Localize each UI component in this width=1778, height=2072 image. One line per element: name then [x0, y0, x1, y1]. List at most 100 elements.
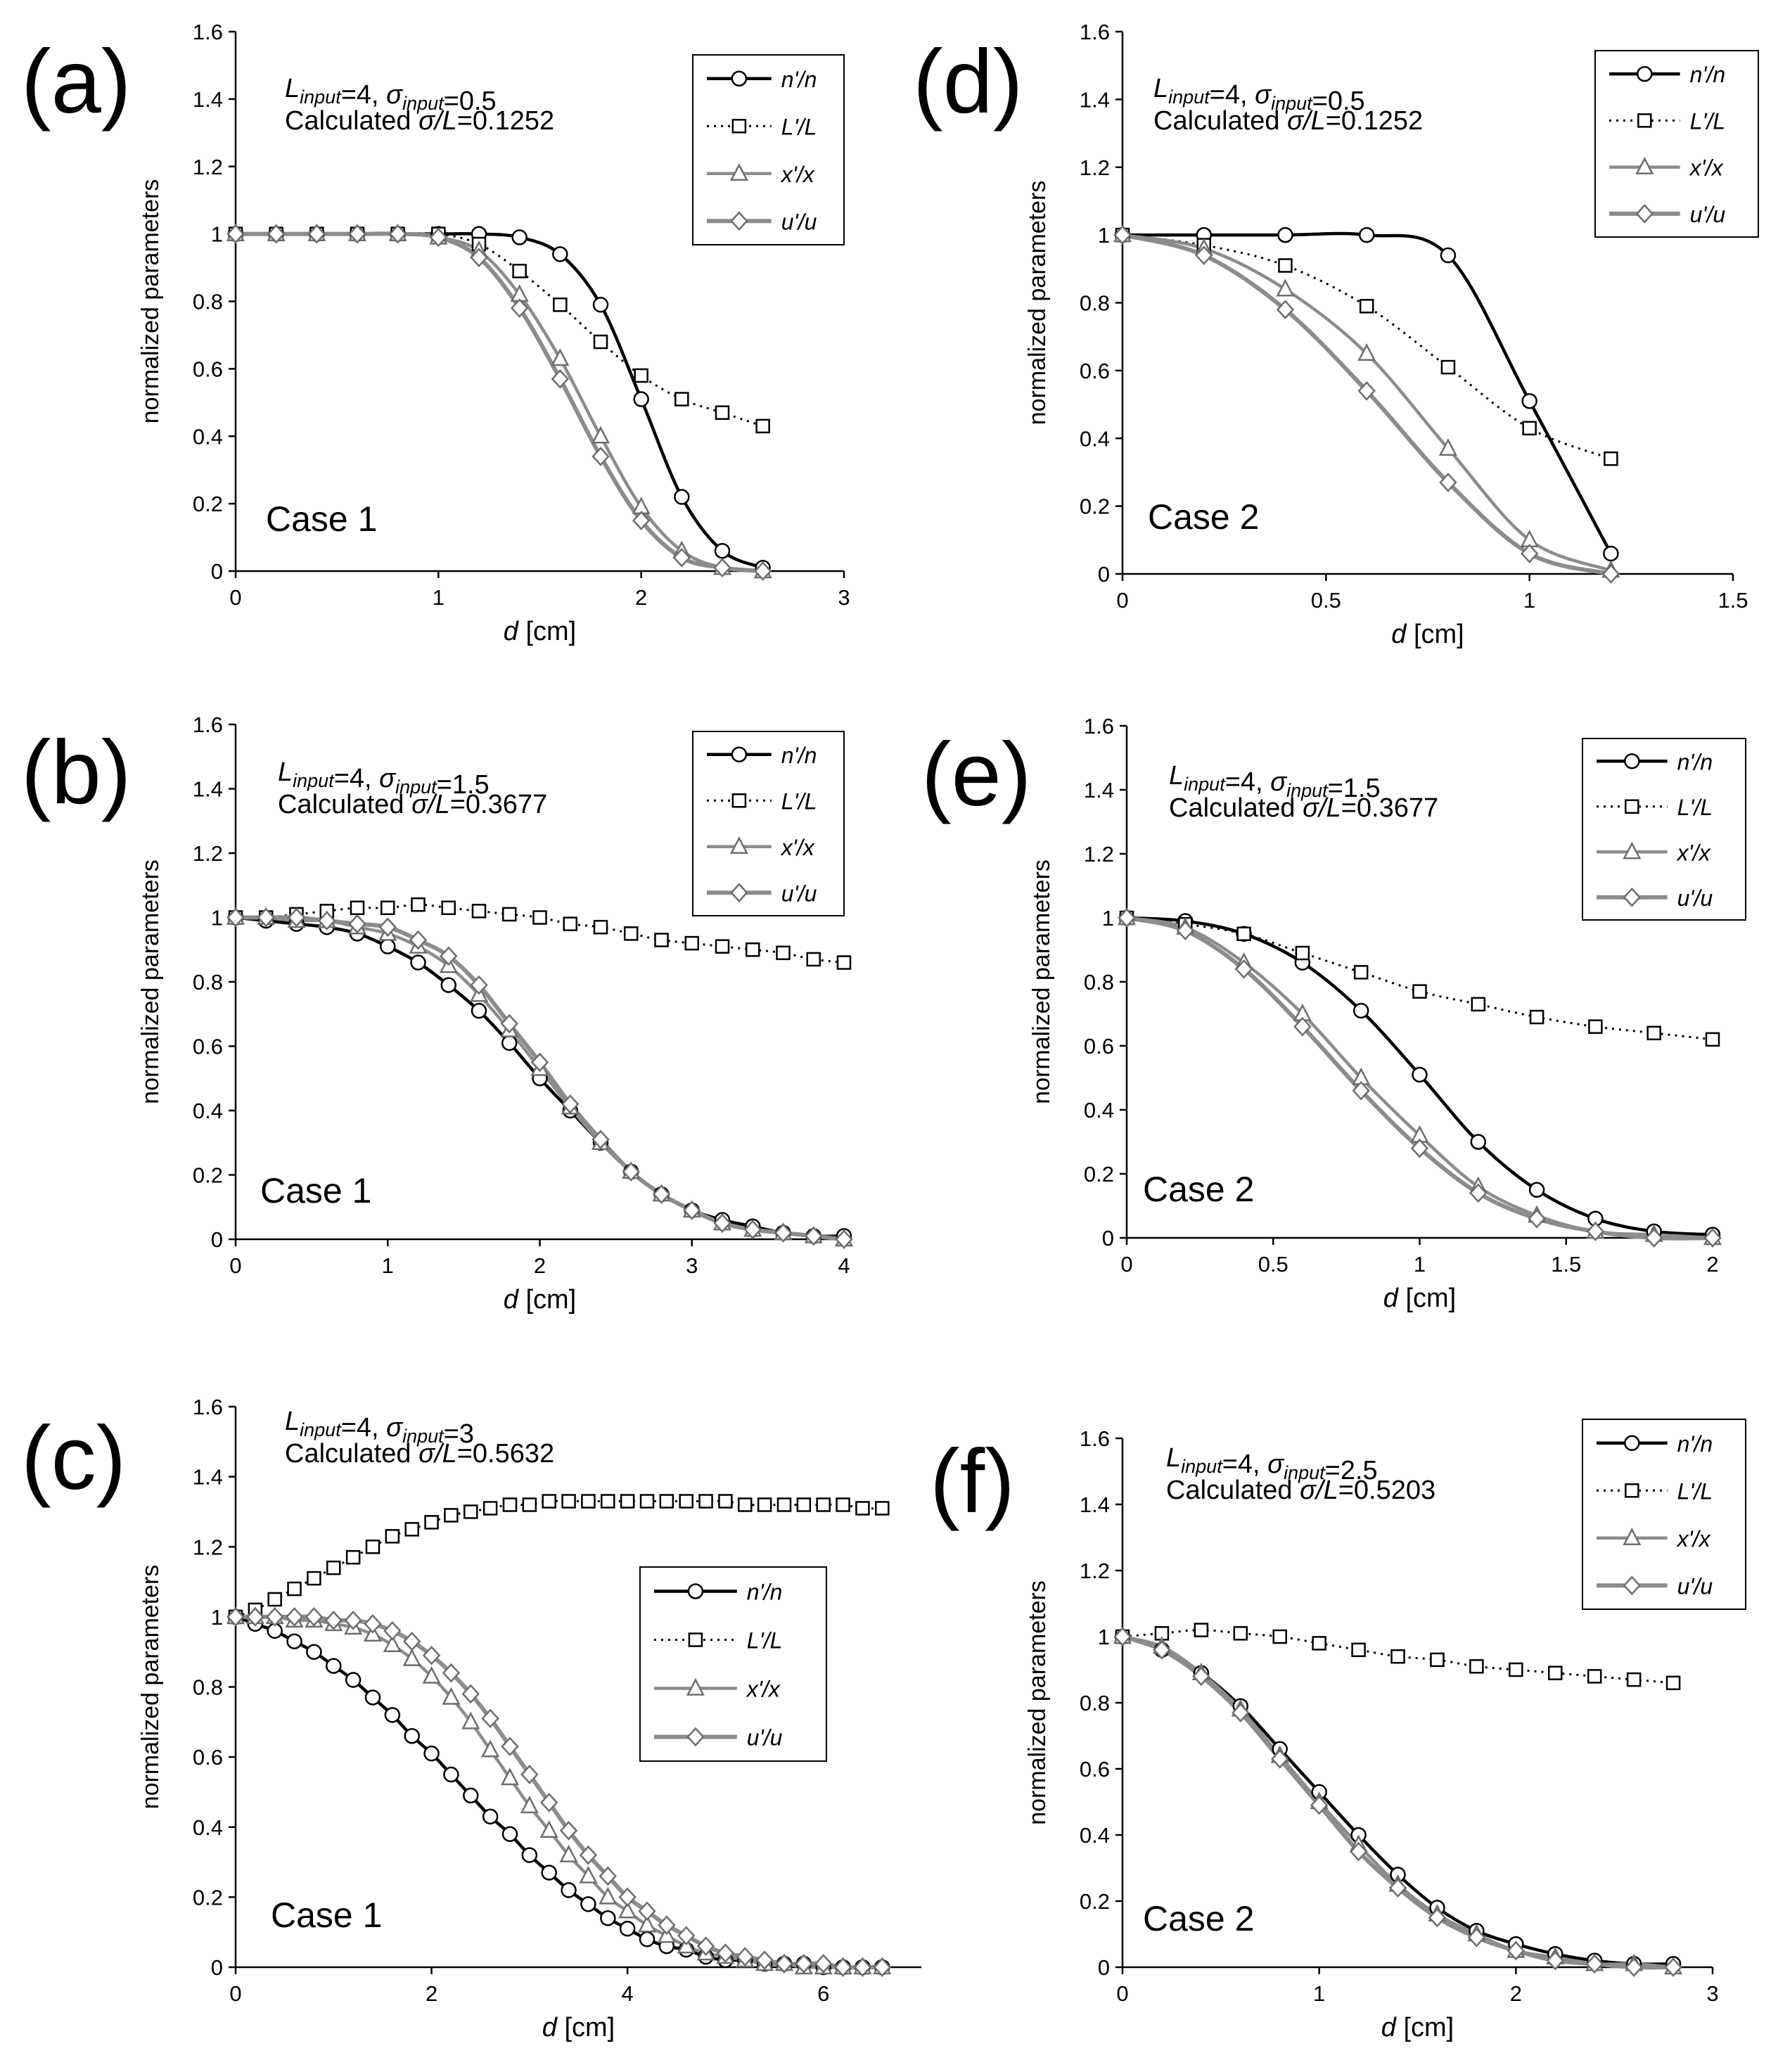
- data-point-u: [257, 907, 275, 928]
- data-point-x: [539, 1820, 558, 1838]
- x-tick-label: 2: [426, 1981, 437, 2006]
- data-point-L: [532, 910, 547, 925]
- data-point-L: [1588, 1019, 1603, 1034]
- x-tick-label: 0: [1116, 1981, 1128, 2006]
- data-point-u: [835, 1229, 853, 1249]
- data-point-L: [512, 264, 527, 279]
- legend-label-x: x'/x: [746, 1677, 781, 1702]
- data-point-L: [1272, 1629, 1287, 1644]
- data-point-u: [833, 1957, 852, 1977]
- data-point-u: [672, 547, 691, 568]
- legend-marker-L: [1625, 799, 1639, 814]
- data-point-n: [364, 1689, 381, 1706]
- legend-marker-L: [1625, 1483, 1639, 1498]
- data-point-L: [715, 405, 730, 420]
- legend-label-x: x'/x: [1676, 840, 1711, 865]
- series-line-u: [236, 1614, 883, 1970]
- legend-marker-u: [730, 211, 748, 231]
- data-point-u: [226, 907, 245, 928]
- data-point-n: [471, 1002, 487, 1019]
- data-point-u: [470, 248, 488, 268]
- y-axis-title: normalized parameters: [1028, 859, 1055, 1104]
- legend-label-L: L'/L: [781, 114, 817, 139]
- x-tick-label: 2: [534, 1253, 546, 1278]
- legend-label-n: n'/n: [1677, 1431, 1713, 1457]
- y-axis-title: normalized parameters: [1024, 1580, 1051, 1825]
- x-axis-title: d [cm]: [1383, 1284, 1456, 1313]
- data-point-L: [674, 392, 689, 407]
- data-point-u: [285, 1607, 304, 1627]
- legend-label-L: L'/L: [781, 788, 817, 814]
- data-point-L: [1440, 359, 1456, 375]
- legend-marker-x: [729, 163, 748, 181]
- data-point-u: [1546, 1950, 1564, 1971]
- y-tick-label: 1.4: [193, 777, 223, 802]
- data-point-L: [1412, 984, 1427, 999]
- x-tick-label: 4: [622, 1981, 634, 2006]
- data-point-L: [307, 1571, 321, 1586]
- panel-d: 0 0.2 0.4 0.6 0.8 1 1.2 1.4 1.6 0 0.5 1 1.5 normalize…: [913, 20, 1759, 649]
- data-point-L: [1359, 299, 1374, 314]
- data-point-u: [1118, 908, 1136, 928]
- series-line-u: [1126, 916, 1713, 1241]
- data-point-n: [501, 1035, 518, 1051]
- legend-label-u: u'/u: [747, 1725, 783, 1751]
- data-point-L: [1469, 1659, 1484, 1674]
- data-point-n: [404, 1727, 420, 1744]
- data-point-L: [1295, 945, 1310, 961]
- y-tick-label: 1.4: [1080, 87, 1110, 112]
- x-axis-title: d [cm]: [1391, 620, 1464, 649]
- data-point-n: [1470, 1134, 1487, 1150]
- legend-marker-u: [686, 1727, 705, 1747]
- data-point-x: [1438, 438, 1457, 456]
- data-point-u: [388, 224, 407, 244]
- data-point-u: [1388, 1878, 1407, 1898]
- y-tick-label: 0.4: [1080, 426, 1110, 451]
- data-point-L: [593, 334, 608, 350]
- legend-marker-x: [1635, 156, 1654, 174]
- legend-label-u: u'/u: [781, 881, 817, 906]
- data-point-u: [1349, 1841, 1368, 1862]
- y-tick-label: 0.2: [1080, 1889, 1110, 1914]
- y-tick-label: 1.2: [193, 841, 223, 866]
- y-tick-label: 0.8: [1080, 1691, 1110, 1715]
- data-point-L: [1626, 1672, 1642, 1687]
- data-point-L: [1529, 1009, 1544, 1025]
- legend-box: [692, 731, 845, 916]
- legend-label-x: x'/x: [1689, 155, 1724, 181]
- info-input-params: Linput=4, σinput=1.5: [1169, 761, 1381, 803]
- case-label: Case 2: [1143, 1170, 1254, 1209]
- data-point-u: [1357, 380, 1376, 401]
- data-point-u: [753, 561, 772, 581]
- data-point-u: [1703, 1228, 1722, 1248]
- data-point-n: [619, 1920, 636, 1937]
- data-point-x: [481, 1739, 500, 1758]
- data-point-u: [579, 1845, 598, 1865]
- y-tick-label: 1.6: [193, 712, 223, 737]
- legend-label-L: L'/L: [747, 1628, 783, 1654]
- y-tick-label: 0.2: [1084, 1162, 1114, 1187]
- legend-marker-n: [687, 1583, 704, 1599]
- data-point-u: [226, 224, 245, 244]
- data-point-u: [267, 224, 286, 244]
- x-tick-label: 3: [1706, 1981, 1718, 2006]
- legend-label-n: n'/n: [1690, 62, 1726, 87]
- data-point-L: [1236, 926, 1251, 941]
- data-point-n: [1603, 545, 1619, 562]
- data-point-L: [411, 897, 426, 912]
- x-tick-label: 0.5: [1311, 588, 1341, 613]
- x-axis-title: d [cm]: [542, 2013, 615, 2042]
- data-point-L: [1522, 421, 1537, 436]
- x-tick-label: 2: [1706, 1252, 1718, 1277]
- y-tick-label: 0.8: [193, 970, 223, 995]
- data-point-x: [461, 1711, 480, 1729]
- data-point-u: [632, 511, 651, 530]
- legend-box: [1594, 50, 1759, 238]
- panel-tag: (e): [921, 724, 1031, 825]
- data-point-L: [796, 1497, 812, 1512]
- data-point-n: [326, 1658, 342, 1674]
- data-point-u: [805, 1226, 823, 1246]
- legend-label-L: L'/L: [1690, 108, 1726, 134]
- data-point-u: [364, 1613, 382, 1634]
- info-calculated-ratio: Calculated σ/L=0.3677: [278, 790, 547, 819]
